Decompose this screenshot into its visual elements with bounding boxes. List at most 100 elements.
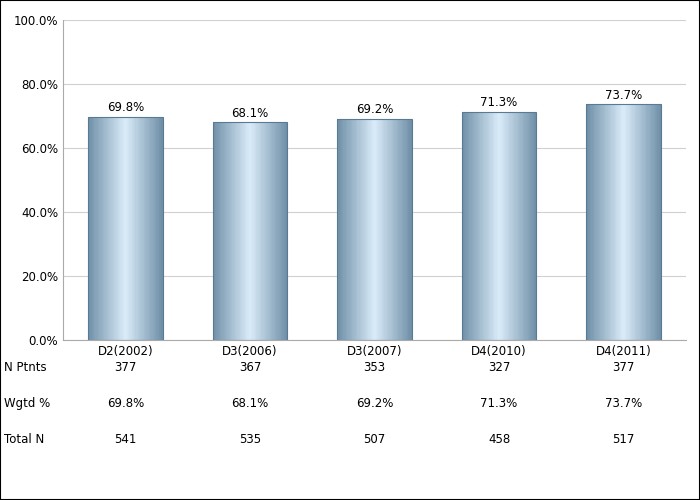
Bar: [261, 122, 262, 340]
Bar: [275, 122, 276, 340]
Bar: [130, 116, 132, 340]
Bar: [655, 104, 656, 340]
Bar: [358, 118, 360, 340]
Bar: [231, 122, 232, 340]
Bar: [256, 122, 258, 340]
Bar: [606, 104, 608, 340]
Bar: [486, 112, 488, 340]
Bar: [467, 112, 468, 340]
Bar: [228, 122, 229, 340]
Bar: [360, 118, 362, 340]
Bar: [342, 118, 344, 340]
Bar: [132, 116, 133, 340]
Bar: [593, 104, 594, 340]
Bar: [621, 104, 622, 340]
Bar: [250, 122, 251, 340]
Bar: [485, 112, 486, 340]
Bar: [374, 118, 376, 340]
Bar: [214, 122, 215, 340]
Bar: [266, 122, 267, 340]
Bar: [99, 116, 100, 340]
Bar: [410, 118, 411, 340]
Bar: [109, 116, 111, 340]
Bar: [502, 112, 503, 340]
Bar: [240, 122, 241, 340]
Bar: [213, 122, 287, 340]
Bar: [519, 112, 520, 340]
Bar: [513, 112, 514, 340]
Bar: [235, 122, 236, 340]
Bar: [398, 118, 400, 340]
Bar: [276, 122, 277, 340]
Bar: [225, 122, 226, 340]
Bar: [523, 112, 524, 340]
Bar: [98, 116, 99, 340]
Bar: [397, 118, 398, 340]
Bar: [524, 112, 525, 340]
Bar: [236, 122, 237, 340]
Bar: [645, 104, 646, 340]
Bar: [144, 116, 145, 340]
Bar: [232, 122, 234, 340]
Bar: [267, 122, 269, 340]
Bar: [615, 104, 616, 340]
Bar: [393, 118, 394, 340]
Bar: [246, 122, 247, 340]
Bar: [659, 104, 660, 340]
Bar: [381, 118, 382, 340]
Bar: [100, 116, 102, 340]
Bar: [280, 122, 281, 340]
Bar: [128, 116, 129, 340]
Bar: [338, 118, 339, 340]
Bar: [379, 118, 381, 340]
Bar: [405, 118, 406, 340]
Bar: [611, 104, 612, 340]
Bar: [660, 104, 661, 340]
Bar: [603, 104, 604, 340]
Bar: [614, 104, 615, 340]
Bar: [617, 104, 619, 340]
Bar: [251, 122, 253, 340]
Bar: [95, 116, 97, 340]
Bar: [469, 112, 470, 340]
Bar: [610, 104, 611, 340]
Bar: [463, 112, 464, 340]
Bar: [237, 122, 239, 340]
Text: 71.3%: 71.3%: [480, 96, 518, 110]
Bar: [154, 116, 155, 340]
Bar: [616, 104, 617, 340]
Bar: [218, 122, 220, 340]
Bar: [400, 118, 402, 340]
Bar: [264, 122, 265, 340]
Bar: [270, 122, 271, 340]
Bar: [337, 118, 412, 340]
Bar: [515, 112, 517, 340]
Bar: [146, 116, 148, 340]
Bar: [114, 116, 116, 340]
Bar: [102, 116, 103, 340]
Bar: [133, 116, 134, 340]
Bar: [464, 112, 466, 340]
Bar: [624, 104, 625, 340]
Bar: [504, 112, 505, 340]
Bar: [612, 104, 614, 340]
Bar: [651, 104, 652, 340]
Bar: [344, 118, 346, 340]
Bar: [531, 112, 533, 340]
Bar: [220, 122, 221, 340]
Bar: [129, 116, 130, 340]
Bar: [356, 118, 357, 340]
Bar: [514, 112, 515, 340]
Bar: [500, 112, 502, 340]
Bar: [160, 116, 162, 340]
Bar: [598, 104, 600, 340]
Bar: [354, 118, 355, 340]
Bar: [277, 122, 279, 340]
Bar: [269, 122, 270, 340]
Bar: [604, 104, 605, 340]
Text: 517: 517: [612, 433, 635, 446]
Bar: [509, 112, 510, 340]
Bar: [157, 116, 158, 340]
Text: 377: 377: [612, 361, 635, 374]
Bar: [340, 118, 341, 340]
